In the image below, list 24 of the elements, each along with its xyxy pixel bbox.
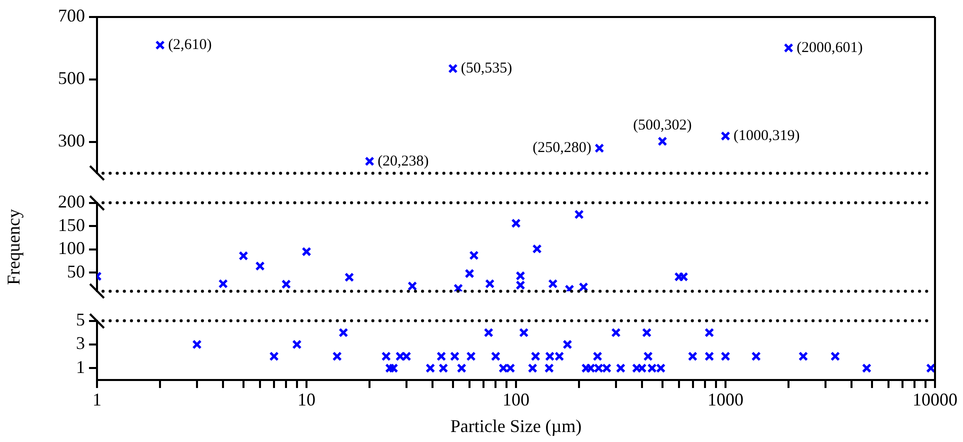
x-tick-label: 10000	[912, 390, 958, 410]
annotation: (250,280)	[532, 140, 592, 156]
y-tick-label: 150	[58, 214, 85, 235]
y-tick-label: 100	[58, 238, 85, 258]
x-tick-label: 100	[502, 390, 530, 410]
y-tick-label: 5	[76, 310, 85, 330]
annotation: (500,302)	[633, 117, 692, 134]
y-tick-label: 200	[58, 192, 85, 212]
y-axis-title: Frequency	[4, 209, 24, 285]
y-tick-label: 1	[76, 356, 85, 377]
y-tick-label: 300	[58, 130, 85, 151]
x-tick-label: 1000	[708, 390, 744, 410]
annotation: (2,610)	[168, 37, 212, 54]
annotation: (20,238)	[378, 153, 429, 170]
y-tick-label: 3	[76, 333, 85, 354]
x-axis-title: Particle Size (µm)	[450, 416, 582, 436]
annotation: (50,535)	[460, 60, 512, 76]
x-tick-label: 1	[92, 390, 102, 410]
annotation: (2000,601)	[796, 40, 863, 56]
x-tick-label: 10	[298, 390, 316, 410]
y-tick-label: 500	[58, 68, 85, 88]
annotation: (1000,319)	[734, 128, 800, 144]
y-tick-label: 700	[58, 6, 85, 26]
y-tick-label: 50	[67, 261, 85, 282]
